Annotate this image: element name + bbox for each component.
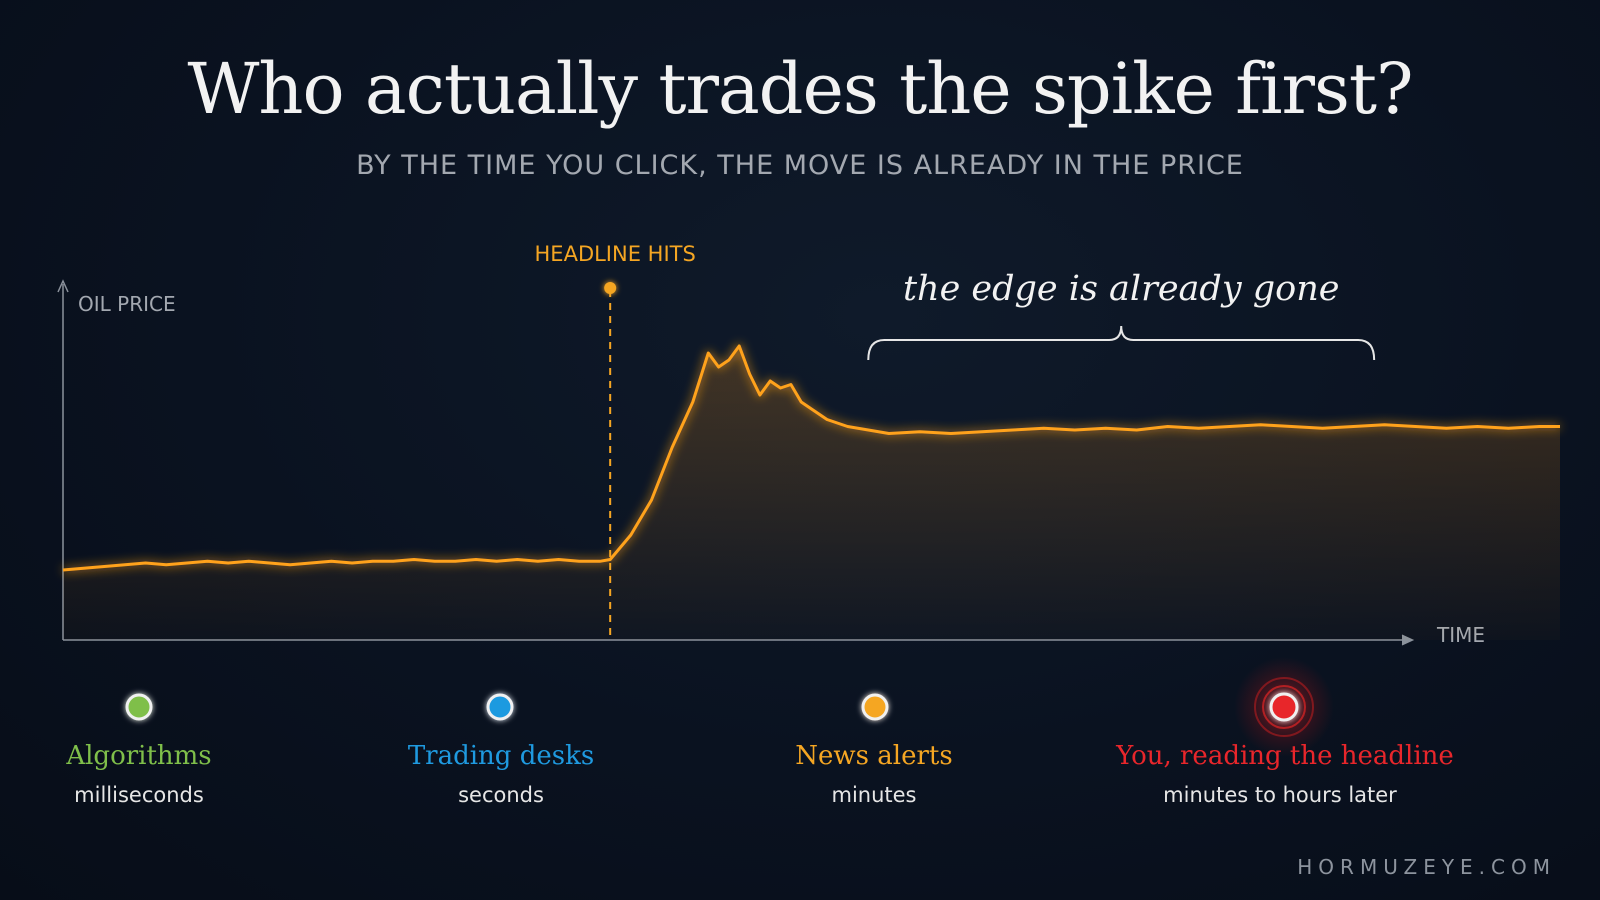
headline-label: HEADLINE HITS — [535, 242, 696, 266]
trading-desks-dot — [486, 693, 514, 721]
timeline-label-you: You, reading the headline — [1116, 741, 1454, 771]
you-ring-outer — [1254, 677, 1314, 737]
page-subtitle: BY THE TIME YOU CLICK, THE MOVE IS ALREA… — [356, 150, 1244, 181]
you-dot — [1269, 692, 1299, 722]
timeline-label-trading-desks: Trading desks — [407, 741, 595, 771]
you-ring-inner — [1262, 685, 1306, 729]
edge-gone-annotation: the edge is already gone — [903, 269, 1340, 309]
timeline-sub-you: minutes to hours later — [1163, 783, 1397, 807]
price-line — [62, 344, 1560, 572]
algorithms-dot — [125, 693, 153, 721]
y-axis-arrow — [57, 279, 69, 293]
timeline-sub-algorithms: milliseconds — [74, 783, 204, 807]
price-area — [63, 346, 1560, 640]
timeline-sub-trading-desks: seconds — [458, 783, 544, 807]
timeline-label-news-alerts: News alerts — [795, 741, 953, 771]
headline-marker-dot — [604, 282, 617, 294]
annotation-brace — [867, 325, 1376, 361]
timeline-sub-news-alerts: minutes — [831, 783, 917, 807]
timeline-label-algorithms: Algorithms — [66, 741, 212, 771]
news-alerts-dot — [861, 693, 889, 721]
site-url: HORMUZEYE.COM — [1297, 855, 1556, 879]
y-axis-label: OIL PRICE — [78, 292, 176, 316]
page-title: Who actually trades the spike first? — [187, 48, 1413, 130]
